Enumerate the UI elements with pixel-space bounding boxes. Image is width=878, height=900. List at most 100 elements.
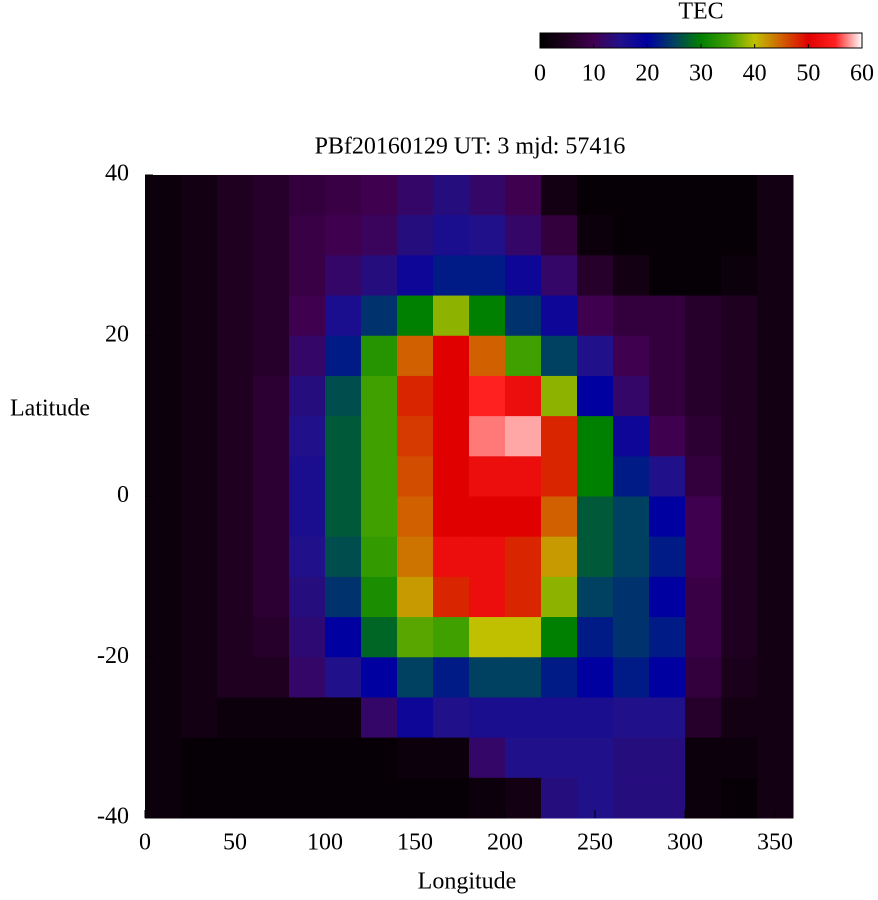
heatmap-cell bbox=[181, 416, 218, 457]
heatmap-cell bbox=[253, 215, 290, 256]
heatmap-cell bbox=[541, 295, 578, 337]
heatmap-cell bbox=[541, 255, 578, 297]
heatmap-cell bbox=[145, 295, 182, 337]
heatmap-cell bbox=[289, 496, 326, 538]
y-axis-label: Latitude bbox=[10, 396, 90, 422]
heatmap-cell bbox=[649, 175, 686, 216]
heatmap-cell bbox=[397, 335, 434, 377]
heatmap-cell bbox=[397, 255, 434, 297]
heatmap-cell bbox=[469, 536, 506, 578]
heatmap-cell bbox=[577, 496, 614, 538]
heatmap-cell bbox=[685, 777, 722, 819]
heatmap-cell bbox=[541, 496, 578, 538]
heatmap-cell bbox=[361, 697, 398, 739]
heatmap-cell bbox=[721, 777, 758, 819]
heatmap-cell bbox=[649, 657, 686, 698]
heatmap-cell bbox=[433, 737, 470, 779]
heatmap-cell bbox=[217, 697, 254, 739]
heatmap-cell bbox=[757, 255, 794, 297]
heatmap-cell bbox=[433, 496, 470, 538]
heatmap-cell bbox=[721, 416, 758, 457]
heatmap-cell bbox=[217, 576, 254, 618]
heatmap-cell bbox=[433, 617, 470, 658]
heatmap-cell bbox=[217, 617, 254, 658]
heatmap-cell bbox=[325, 416, 362, 457]
heatmap-cell bbox=[361, 215, 398, 256]
heatmap-cell bbox=[289, 335, 326, 377]
heatmap-cell bbox=[289, 175, 326, 216]
heatmap-cell bbox=[145, 617, 182, 658]
heatmap-cell bbox=[577, 295, 614, 337]
heatmap-cell bbox=[397, 416, 434, 457]
heatmap-cell bbox=[505, 215, 542, 256]
heatmap-cell bbox=[397, 375, 434, 417]
heatmap-cell bbox=[469, 777, 506, 819]
heatmap-cell bbox=[649, 737, 686, 779]
heatmap-cell bbox=[505, 496, 542, 538]
heatmap-cell bbox=[145, 375, 182, 417]
x-tick-label: 100 bbox=[307, 830, 343, 856]
heatmap-cell bbox=[145, 255, 182, 297]
heatmap-cell bbox=[361, 496, 398, 538]
heatmap-cell bbox=[433, 175, 470, 216]
heatmap-cell bbox=[649, 416, 686, 457]
heatmap-cell bbox=[181, 456, 218, 497]
colorbar-tick-label: 20 bbox=[635, 61, 659, 87]
heatmap-cell bbox=[577, 416, 614, 457]
y-tick-label: -20 bbox=[97, 643, 129, 669]
heatmap-cell bbox=[217, 255, 254, 297]
heatmap-cell bbox=[469, 175, 506, 216]
heatmap-cell bbox=[325, 215, 362, 256]
heatmap-cell bbox=[757, 416, 794, 457]
heatmap-cell bbox=[433, 255, 470, 297]
heatmap-cell bbox=[217, 335, 254, 377]
heatmap-cell bbox=[505, 375, 542, 417]
heatmap-cell bbox=[289, 576, 326, 618]
heatmap-cell bbox=[289, 777, 326, 819]
heatmap-cell bbox=[253, 697, 290, 739]
heatmap-cell bbox=[685, 657, 722, 698]
heatmap-cell bbox=[469, 255, 506, 297]
heatmap-cell bbox=[397, 175, 434, 216]
heatmap-cell bbox=[757, 737, 794, 779]
heatmap-cell bbox=[613, 576, 650, 618]
heatmap-cell bbox=[397, 215, 434, 256]
heatmap-cell bbox=[361, 657, 398, 698]
heatmap-cell bbox=[469, 697, 506, 739]
heatmap-cell bbox=[361, 416, 398, 457]
heatmap-cell bbox=[433, 456, 470, 497]
heatmap-cell bbox=[649, 496, 686, 538]
heatmap-cell bbox=[649, 697, 686, 739]
heatmap-cell bbox=[325, 617, 362, 658]
heatmap-cell bbox=[505, 657, 542, 698]
heatmap-cell bbox=[721, 617, 758, 658]
colorbar-tick-label: 0 bbox=[534, 61, 546, 87]
heatmap-cell bbox=[721, 295, 758, 337]
heatmap-cell bbox=[577, 536, 614, 578]
heatmap-cell bbox=[361, 456, 398, 497]
heatmap-cell bbox=[217, 536, 254, 578]
heatmap-cell bbox=[685, 375, 722, 417]
y-tick-label: -40 bbox=[97, 804, 129, 830]
heatmap-cell bbox=[541, 576, 578, 618]
heatmap-cell bbox=[685, 295, 722, 337]
heatmap-cell bbox=[217, 175, 254, 216]
heatmap-cell bbox=[721, 697, 758, 739]
heatmap-cell bbox=[181, 295, 218, 337]
heatmap-cell bbox=[181, 576, 218, 618]
heatmap-cell bbox=[253, 576, 290, 618]
heatmap-cell bbox=[145, 536, 182, 578]
heatmap-cell bbox=[577, 697, 614, 739]
heatmap-cell bbox=[685, 737, 722, 779]
heatmap-cell bbox=[613, 777, 650, 819]
heatmap-cell bbox=[613, 255, 650, 297]
heatmap-cell bbox=[145, 737, 182, 779]
heatmap-cell bbox=[433, 777, 470, 819]
heatmap-cell bbox=[541, 536, 578, 578]
heatmap-cell bbox=[613, 175, 650, 216]
heatmap-cell bbox=[577, 335, 614, 377]
colorbar-tick-label: 10 bbox=[582, 61, 606, 87]
heatmap-cell bbox=[613, 416, 650, 457]
heatmap-cell bbox=[361, 335, 398, 377]
heatmap-cell bbox=[289, 295, 326, 337]
